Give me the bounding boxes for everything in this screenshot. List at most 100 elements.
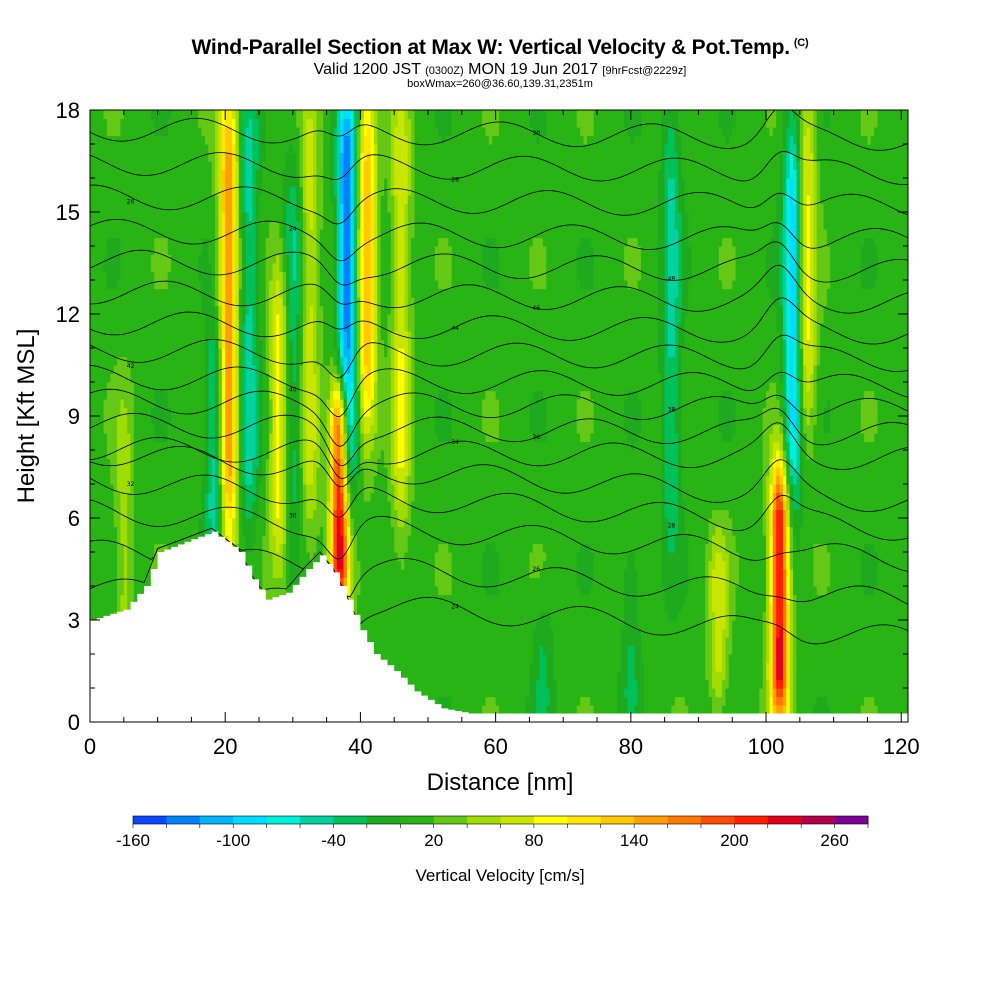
velocity-cell — [154, 110, 159, 120]
velocity-cell — [157, 407, 162, 417]
velocity-cell — [177, 118, 182, 128]
velocity-cell — [191, 220, 196, 230]
velocity-cell — [96, 373, 101, 383]
velocity-cell — [231, 407, 236, 417]
velocity-cell — [286, 492, 291, 502]
velocity-cell — [306, 322, 311, 332]
velocity-cell — [96, 407, 101, 417]
velocity-cell — [279, 305, 284, 315]
velocity-cell — [289, 144, 294, 154]
velocity-cell — [262, 535, 267, 545]
velocity-cell — [306, 331, 311, 341]
velocity-cell — [188, 280, 192, 290]
velocity-cell — [110, 484, 115, 494]
velocity-cell — [215, 518, 220, 528]
velocity-cell — [238, 467, 243, 477]
velocity-cell — [245, 356, 250, 366]
velocity-cell — [299, 339, 304, 349]
velocity-cell — [167, 135, 172, 145]
velocity-cell — [265, 246, 270, 256]
velocity-cell — [279, 518, 284, 528]
velocity-cell — [174, 365, 179, 375]
velocity-cell — [269, 118, 274, 128]
velocity-cell — [238, 509, 243, 519]
velocity-cell — [171, 271, 176, 281]
velocity-cell — [157, 501, 162, 511]
velocity-cell — [245, 382, 250, 392]
velocity-cell — [238, 186, 243, 196]
velocity-cell — [215, 237, 220, 247]
velocity-cell — [309, 458, 314, 468]
velocity-cell — [248, 297, 253, 307]
velocity-cell — [100, 586, 105, 596]
velocity-cell — [150, 314, 155, 324]
velocity-cell — [272, 152, 277, 162]
velocity-cell — [130, 110, 135, 120]
velocity-cell — [208, 416, 213, 426]
velocity-cell — [133, 586, 138, 596]
velocity-cell — [133, 475, 138, 485]
velocity-cell — [184, 271, 189, 281]
velocity-cell — [255, 203, 260, 213]
velocity-cell — [106, 424, 111, 434]
velocity-cell — [198, 127, 203, 137]
velocity-cell — [100, 237, 105, 247]
velocity-cell — [319, 271, 324, 281]
velocity-cell — [225, 441, 230, 451]
velocity-cell — [93, 331, 98, 341]
velocity-cell — [110, 356, 115, 366]
velocity-cell — [211, 314, 216, 324]
velocity-cell — [319, 441, 324, 451]
velocity-cell — [248, 203, 253, 213]
velocity-cell — [228, 178, 233, 188]
velocity-cell — [218, 501, 223, 511]
velocity-cell — [96, 535, 101, 545]
velocity-cell — [299, 271, 304, 281]
velocity-cell — [100, 416, 105, 426]
velocity-cell — [144, 144, 149, 154]
velocity-cell — [309, 407, 314, 417]
velocity-cell — [117, 501, 122, 511]
velocity-cell — [316, 322, 321, 332]
velocity-cell — [211, 161, 216, 171]
velocity-cell — [110, 467, 115, 477]
velocity-cell — [110, 229, 115, 239]
velocity-cell — [235, 212, 240, 222]
velocity-cell — [289, 203, 294, 213]
velocity-cell — [117, 280, 122, 290]
velocity-cell — [248, 229, 253, 239]
velocity-cell — [245, 127, 250, 137]
velocity-cell — [242, 348, 247, 358]
velocity-cell — [289, 254, 294, 264]
velocity-cell — [231, 433, 236, 443]
velocity-cell — [221, 450, 226, 460]
velocity-cell — [93, 118, 98, 128]
velocity-cell — [225, 144, 230, 154]
velocity-cell — [272, 322, 277, 332]
velocity-cell — [106, 229, 111, 239]
velocity-cell — [235, 110, 240, 120]
velocity-cell — [90, 467, 94, 477]
velocity-cell — [282, 152, 287, 162]
velocity-cell — [154, 382, 159, 392]
velocity-cell — [204, 297, 209, 307]
velocity-cell — [160, 331, 165, 341]
velocity-cell — [228, 246, 233, 256]
velocity-cell — [302, 484, 307, 494]
velocity-cell — [106, 577, 111, 587]
velocity-cell — [248, 144, 253, 154]
velocity-cell — [279, 263, 284, 273]
velocity-cell — [306, 560, 311, 570]
velocity-cell — [120, 535, 125, 545]
velocity-cell — [231, 314, 236, 324]
velocity-cell — [225, 280, 230, 290]
velocity-cell — [259, 246, 263, 256]
velocity-cell — [164, 263, 169, 273]
velocity-cell — [204, 135, 209, 145]
velocity-cell — [127, 212, 132, 222]
velocity-cell — [123, 127, 128, 137]
velocity-cell — [103, 407, 108, 417]
velocity-cell — [90, 603, 94, 613]
velocity-cell — [160, 135, 165, 145]
velocity-cell — [117, 254, 122, 264]
